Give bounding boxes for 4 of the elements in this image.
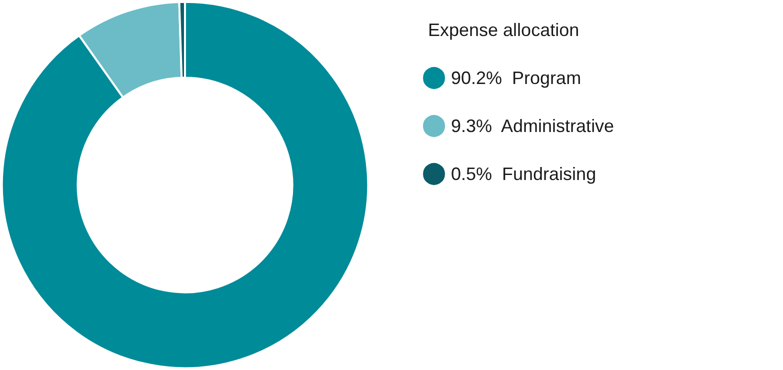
legend-label: 90.2% Program	[451, 68, 582, 88]
legend-label: 0.5% Fundraising	[451, 164, 596, 184]
legend-title: Expense allocation	[428, 20, 580, 40]
legend-label: 9.3% Administrative	[451, 116, 614, 136]
